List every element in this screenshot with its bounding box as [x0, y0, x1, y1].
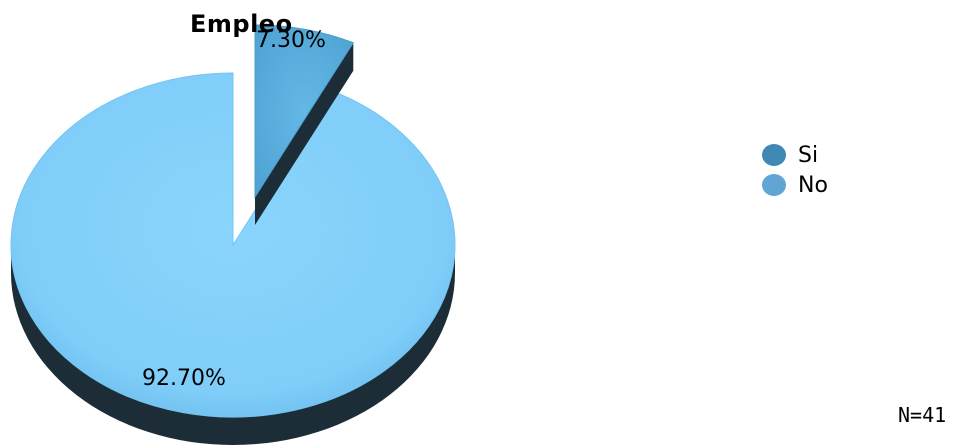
pie-slice-no	[10, 72, 456, 418]
legend-swatch-no	[762, 174, 786, 196]
data-label-si: 7.30%	[256, 28, 326, 53]
pie-slice-si	[254, 24, 355, 199]
legend-swatch-si	[762, 144, 786, 166]
sample-size-note: N=41	[898, 403, 947, 427]
legend-label-no: No	[798, 172, 828, 198]
pie-slice-face-si	[255, 42, 354, 225]
legend-item-si: Si	[762, 140, 828, 170]
legend-label-si: Si	[798, 142, 819, 168]
chart-title: Empleo	[190, 10, 293, 38]
pie-slice-side-no	[11, 245, 455, 445]
legend-item-no: No	[762, 170, 828, 200]
legend: Si No	[762, 140, 828, 200]
data-label-no: 92.70%	[142, 366, 226, 391]
